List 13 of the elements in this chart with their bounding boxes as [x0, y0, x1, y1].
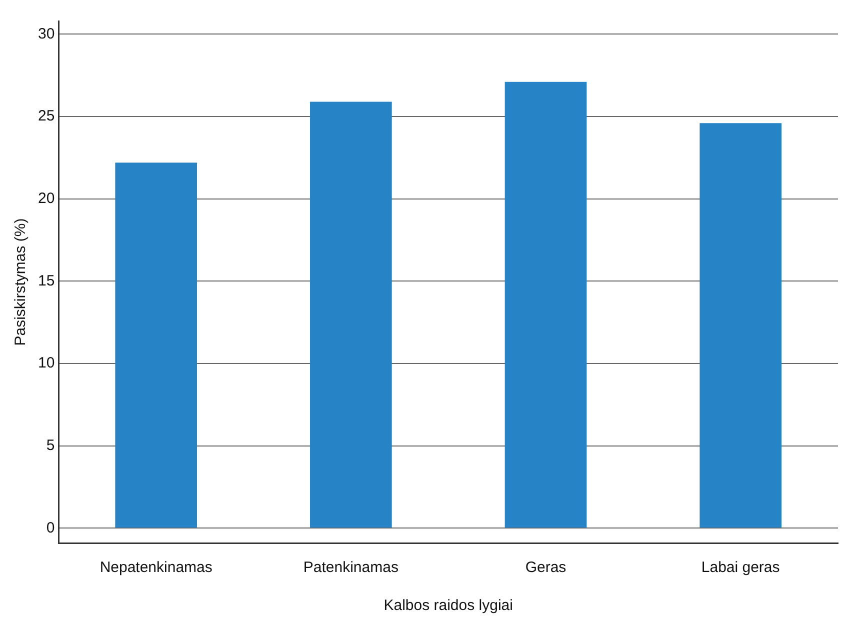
- x-tick-label: Nepatenkinamas: [100, 559, 212, 576]
- y-tick-label: 15: [38, 272, 55, 290]
- x-axis-title: Kalbos raidos lygiai: [384, 597, 513, 614]
- y-tick-label: 30: [38, 25, 55, 42]
- y-tick-label: 0: [46, 519, 55, 536]
- y-tick-label: 25: [38, 108, 55, 125]
- y-tick-label: 5: [46, 436, 55, 454]
- y-tick-label: 20: [38, 190, 55, 207]
- y-tick-label: 10: [38, 354, 55, 372]
- x-tick-label: Labai geras: [701, 559, 780, 576]
- x-tick-label: Geras: [525, 559, 566, 576]
- x-tick-label: Patenkinamas: [303, 559, 398, 576]
- y-axis-title: Pasiskirstymas (%): [12, 218, 30, 346]
